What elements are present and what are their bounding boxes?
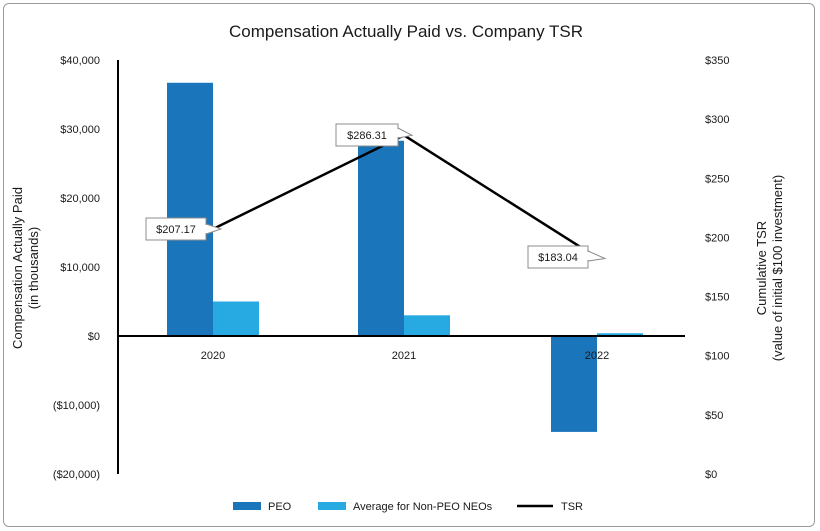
right-axis-title-line: (value of initial $100 investment) [770, 175, 785, 361]
tsr-line [212, 133, 598, 259]
right-axis-title: Cumulative TSR (value of initial $100 inv… [754, 175, 785, 361]
right-axis-tick-label: $200 [705, 232, 729, 244]
callout-pointer [587, 250, 607, 262]
right-axis-tick-label: $150 [705, 292, 729, 304]
bar-peo [551, 336, 597, 432]
right-axis-tick-label: $300 [705, 114, 729, 126]
left-axis-tick-label: $20,000 [60, 193, 100, 205]
bar-peo [358, 140, 404, 336]
bar-peo [167, 82, 213, 337]
right-axis-tick-label: $350 [705, 55, 729, 67]
right-axis-tick-label: $100 [705, 351, 729, 363]
right-axis-tick-label: $50 [705, 410, 723, 422]
left-axis-tick-label: $10,000 [60, 262, 100, 274]
left-axis-title-line: Compensation Actually Paid [10, 187, 25, 349]
tsr-data-label: $286.31 [335, 123, 414, 147]
right-axis-title-line: Cumulative TSR [754, 221, 769, 315]
tsr-data-label: $207.17 [145, 217, 223, 241]
x-axis-category-label: 2022 [585, 350, 609, 362]
bar-average-for-non-peo-neos [597, 333, 643, 336]
left-axis-tick-label: $0 [88, 331, 100, 343]
left-axis-title-line: (in thousands) [26, 227, 41, 309]
right-axis-tick-label: $0 [705, 469, 717, 481]
legend-swatch [318, 502, 346, 510]
callout-pointer [397, 127, 414, 139]
bar-average-for-non-peo-neos [404, 315, 450, 336]
left-axis-tick-label: ($10,000) [53, 400, 100, 412]
legend-swatch [233, 502, 261, 510]
left-axis-tick-label: $30,000 [60, 124, 100, 136]
chart-frame [3, 3, 815, 527]
x-axis-category-label: 2021 [392, 350, 416, 362]
left-axis-title: Compensation Actually Paid (in thousands) [10, 187, 41, 349]
legend-label: PEO [268, 501, 292, 513]
tsr-data-label: $183.04 [527, 245, 607, 269]
chart-title: Compensation Actually Paid vs. Company T… [229, 22, 583, 41]
legend-label: TSR [561, 501, 583, 513]
bar-average-for-non-peo-neos [213, 301, 259, 336]
right-axis-tick-label: $250 [705, 173, 729, 185]
left-axis-tick-label: $40,000 [60, 55, 100, 67]
tsr-data-label-text: $286.31 [347, 130, 387, 142]
tsr-data-label-text: $207.17 [156, 224, 196, 236]
x-axis-category-label: 2020 [201, 350, 225, 362]
legend-label: Average for Non-PEO NEOs [353, 501, 493, 513]
tsr-data-label-text: $183.04 [538, 252, 578, 264]
left-axis-tick-label: ($20,000) [53, 469, 100, 481]
